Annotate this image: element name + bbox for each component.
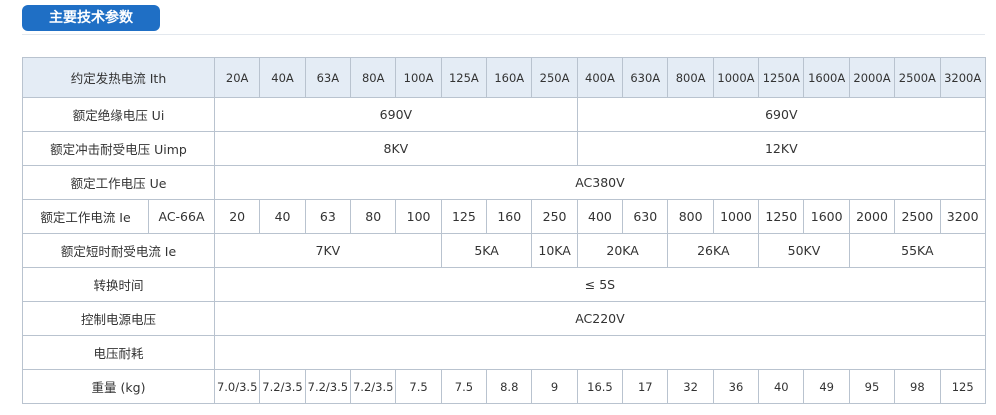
table-row: 额定冲击耐受电压 Uimp 8KV 12KV xyxy=(21,131,986,166)
value-cell: AC380V xyxy=(214,165,986,200)
row-label: 额定绝缘电压 Ui xyxy=(21,97,216,132)
value-cell: 80 xyxy=(350,199,397,234)
value-cell: 7.5 xyxy=(440,369,488,404)
table-row: 重量 (kg) 7.0/3.5 7.2/3.5 7.2/3.5 7.2/3.5 7.5 7.… xyxy=(21,369,986,404)
value-cell: 800 xyxy=(667,199,714,234)
table-row: 额定工作电压 Ue AC380V xyxy=(21,165,986,200)
value-cell: 40 xyxy=(758,369,805,404)
table-row: 额定短时耐受电流 Ie 7KV 5KA 10KA 20KA 26KA 50KV 55KA xyxy=(21,233,986,268)
value-cell: 690V xyxy=(214,97,578,132)
value-cell: 7.5 xyxy=(395,369,442,404)
value-cell: 95 xyxy=(848,369,896,404)
value-cell: 20KA xyxy=(576,233,669,268)
value-cell: 7.2/3.5 xyxy=(259,369,306,404)
value-cell: 2500 xyxy=(894,199,941,234)
value-cell: 400 xyxy=(576,199,624,234)
value-cell: 1600A xyxy=(803,57,850,98)
value-cell: ≤ 5S xyxy=(214,267,986,302)
row-label: 电压耐耗 xyxy=(21,335,216,370)
value-cell: 20A xyxy=(214,57,261,98)
table-row: 转换时间 ≤ 5S xyxy=(21,267,986,302)
table-row: 额定工作电流 Ie AC-66A 20 40 63 80 100 125 160 250 400 63… xyxy=(22,199,986,234)
value-cell: 63A xyxy=(304,57,352,98)
row-label: 控制电源电压 xyxy=(21,301,216,336)
table-row: 电压耐耗 xyxy=(21,335,986,370)
value-cell: 160 xyxy=(486,199,533,234)
value-cell: 7.2/3.5 xyxy=(304,369,352,404)
value-cell: AC220V xyxy=(214,301,986,336)
value-cell: 10KA xyxy=(531,233,578,268)
value-cell: 98 xyxy=(894,369,941,404)
value-cell: 49 xyxy=(803,369,850,404)
value-cell: 7KV xyxy=(214,233,442,268)
value-cell: 690V xyxy=(576,97,986,132)
value-cell: 160A xyxy=(486,57,533,98)
row-label: 重量 (kg) xyxy=(21,369,216,404)
value-cell: 7.0/3.5 xyxy=(214,369,261,404)
value-cell: 2000A xyxy=(848,57,896,98)
value-cell: 250A xyxy=(531,57,578,98)
row-label: 约定发热电流 Ith xyxy=(21,57,216,98)
value-cell: 8KV xyxy=(214,131,578,166)
value-cell: 16.5 xyxy=(576,369,624,404)
value-cell: 20 xyxy=(214,199,261,234)
value-cell: 36 xyxy=(712,369,760,404)
value-cell: 2500A xyxy=(894,57,941,98)
value-cell: 1250A xyxy=(758,57,805,98)
value-cell: 630 xyxy=(622,199,669,234)
value-cell: 17 xyxy=(622,369,669,404)
value-cell: 26KA xyxy=(667,233,760,268)
table-row: 约定发热电流 Ith 20A 40A 63A 80A 100A 125A 160A 250A 40… xyxy=(21,57,986,98)
value-cell: 9 xyxy=(531,369,578,404)
value-cell: 630A xyxy=(622,57,669,98)
value-cell: 32 xyxy=(667,369,714,404)
row-label: 额定工作电流 Ie xyxy=(22,199,149,234)
table-row: 控制电源电压 AC220V xyxy=(21,301,986,336)
row-label: 转换时间 xyxy=(21,267,216,302)
value-cell: 1000A xyxy=(712,57,760,98)
table-row: 额定绝缘电压 Ui 690V 690V xyxy=(21,97,986,132)
value-cell: 63 xyxy=(304,199,352,234)
value-cell: 400A xyxy=(576,57,624,98)
section-title: 主要技术参数 xyxy=(22,5,160,31)
value-cell: 100 xyxy=(395,199,442,234)
value-cell: 80A xyxy=(350,57,397,98)
value-cell: 800A xyxy=(667,57,714,98)
value-cell: 40 xyxy=(259,199,306,234)
value-cell: 8.8 xyxy=(486,369,533,404)
value-cell: 7.2/3.5 xyxy=(350,369,397,404)
value-cell: 2000 xyxy=(848,199,896,234)
empty-cell xyxy=(214,335,986,370)
value-cell: 3200A xyxy=(939,57,986,98)
value-cell: 5KA xyxy=(440,233,533,268)
value-cell: 125 xyxy=(939,369,986,404)
value-cell: 125 xyxy=(440,199,488,234)
value-cell: 55KA xyxy=(848,233,986,268)
value-cell: 1000 xyxy=(712,199,760,234)
value-cell: 12KV xyxy=(576,131,986,166)
divider xyxy=(22,34,985,35)
value-cell: 40A xyxy=(259,57,306,98)
value-cell: 1600 xyxy=(803,199,850,234)
value-cell: 3200 xyxy=(939,199,986,234)
value-cell: 250 xyxy=(531,199,578,234)
value-cell: 100A xyxy=(395,57,442,98)
row-label: 额定短时耐受电流 Ie xyxy=(21,233,216,268)
value-cell: 1250 xyxy=(758,199,805,234)
row-sublabel: AC-66A xyxy=(147,199,216,234)
value-cell: 50KV xyxy=(758,233,850,268)
row-label: 额定工作电压 Ue xyxy=(21,165,216,200)
row-label: 额定冲击耐受电压 Uimp xyxy=(21,131,216,166)
value-cell: 125A xyxy=(440,57,488,98)
spec-table: 约定发热电流 Ith 20A 40A 63A 80A 100A 125A 160A 250A 40… xyxy=(21,57,986,404)
